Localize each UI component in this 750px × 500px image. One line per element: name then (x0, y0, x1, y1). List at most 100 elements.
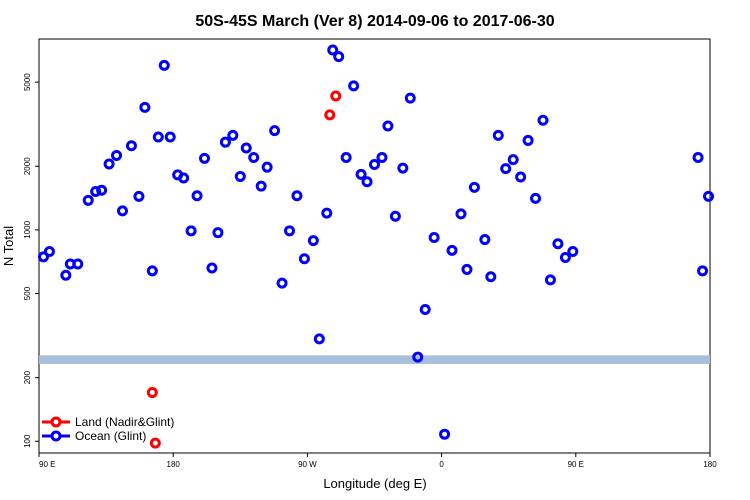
data-point (261, 161, 273, 173)
data-point (125, 140, 137, 152)
x-tick-label: 180 (703, 460, 717, 469)
data-point (507, 154, 519, 166)
y-tick-label: 200 (23, 370, 32, 384)
data-point (382, 120, 394, 132)
data-point (139, 101, 151, 113)
x-axis: 90 E 180 90 W 0 90 E 180 (38, 453, 717, 469)
data-point (468, 181, 480, 193)
data-point (500, 163, 512, 175)
data-point (697, 265, 709, 277)
data-point (96, 184, 108, 196)
data-point (284, 225, 296, 237)
data-point (111, 149, 123, 161)
data-point (492, 129, 504, 141)
data-point (530, 192, 542, 204)
data-point (234, 170, 246, 182)
data-point (37, 251, 49, 263)
data-point (60, 269, 72, 281)
legend-entry: Land (Nadir&Glint) (75, 415, 174, 429)
data-point (515, 171, 527, 183)
data-point (419, 304, 431, 316)
data-point (72, 258, 84, 270)
data-point (522, 134, 534, 146)
data-point (537, 114, 549, 126)
legend-marker (50, 416, 62, 428)
data-point (146, 387, 158, 399)
data-point (298, 253, 310, 265)
gap-band (39, 355, 710, 365)
data-point (240, 142, 252, 154)
data-points (37, 44, 715, 449)
x-axis-label: Longitude (deg E) (323, 476, 426, 491)
data-point (227, 129, 239, 141)
data-point (146, 265, 158, 277)
data-point (248, 152, 260, 164)
data-point (559, 252, 571, 264)
data-point (361, 176, 373, 188)
data-point (206, 262, 218, 274)
y-axis-label: N Total (1, 226, 16, 266)
data-point (446, 244, 458, 256)
data-point (117, 205, 129, 217)
y-tick-label: 1000 (23, 220, 32, 238)
data-point (133, 190, 145, 202)
data-point (152, 131, 164, 143)
data-point (369, 158, 380, 170)
data-point (164, 131, 176, 143)
data-point (158, 59, 170, 71)
plot-frame (38, 38, 711, 454)
data-point (191, 190, 203, 202)
data-point (103, 158, 115, 170)
data-point (82, 194, 94, 206)
legend-entry: Ocean (Glint) (75, 429, 146, 443)
data-point (461, 263, 473, 275)
data-point (330, 90, 342, 102)
x-tick-label: 90 W (298, 460, 317, 469)
data-point (90, 185, 102, 197)
data-point (178, 172, 190, 184)
data-point (552, 238, 564, 250)
data-point (404, 92, 416, 104)
data-point (439, 428, 451, 440)
y-axis: 100 200 500 1000 2000 5000 (23, 73, 39, 448)
data-point (544, 274, 556, 286)
data-point (307, 235, 319, 247)
data-point (428, 232, 440, 244)
data-point (255, 180, 267, 192)
y-tick-label: 500 (23, 286, 32, 300)
legend: Land (Nadir&Glint)Ocean (Glint) (42, 415, 174, 443)
data-point (313, 333, 325, 345)
chart-title: 50S-45S March (Ver 8) 2014-09-06 to 2017… (195, 13, 554, 30)
data-point (412, 351, 424, 363)
data-point (567, 246, 579, 258)
data-point (219, 136, 231, 148)
data-point (397, 162, 409, 174)
data-point (212, 227, 224, 239)
legend-marker (50, 430, 62, 442)
data-point (324, 109, 336, 121)
y-tick-label: 2000 (23, 157, 32, 175)
data-point (333, 51, 345, 63)
x-tick-label: 90 E (568, 460, 584, 469)
data-point (389, 210, 401, 222)
data-point (455, 208, 467, 220)
x-tick-label: 180 (167, 460, 181, 469)
data-point (291, 190, 303, 202)
data-point (199, 152, 211, 164)
data-point (185, 225, 197, 237)
data-point (703, 190, 715, 202)
data-point (327, 44, 339, 56)
data-point (321, 207, 333, 219)
data-point (485, 271, 497, 283)
data-point (149, 437, 161, 449)
data-point (348, 80, 360, 92)
data-point (479, 234, 491, 246)
data-point (276, 277, 288, 289)
data-point (692, 152, 704, 164)
data-point (340, 152, 352, 164)
x-tick-label: 90 E (39, 460, 55, 469)
y-tick-label: 5000 (23, 73, 32, 91)
data-point (269, 125, 281, 137)
y-tick-label: 100 (23, 434, 32, 448)
